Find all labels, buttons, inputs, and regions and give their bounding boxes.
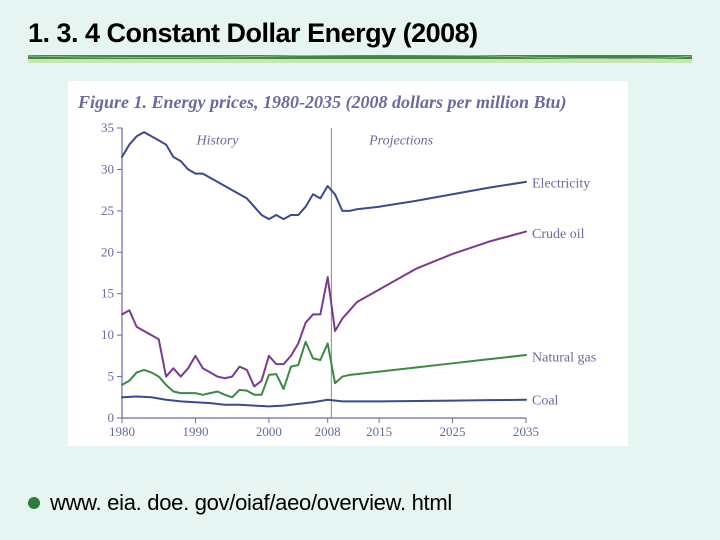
svg-text:1980: 1980 bbox=[109, 424, 135, 439]
svg-text:20: 20 bbox=[101, 244, 114, 259]
svg-text:10: 10 bbox=[101, 327, 114, 342]
svg-text:30: 30 bbox=[101, 161, 114, 176]
svg-text:Natural gas: Natural gas bbox=[532, 350, 596, 365]
svg-text:2015: 2015 bbox=[366, 424, 392, 439]
svg-text:2000: 2000 bbox=[256, 424, 282, 439]
slide: 1. 3. 4 Constant Dollar Energy (2008) Fi… bbox=[0, 0, 720, 540]
bullet-icon bbox=[28, 497, 40, 509]
title-underline bbox=[28, 55, 692, 65]
svg-text:35: 35 bbox=[101, 120, 114, 135]
svg-text:2025: 2025 bbox=[440, 424, 466, 439]
svg-text:0: 0 bbox=[108, 410, 115, 425]
svg-text:1990: 1990 bbox=[182, 424, 208, 439]
svg-text:Electricity: Electricity bbox=[532, 176, 590, 191]
svg-text:Coal: Coal bbox=[532, 393, 559, 408]
svg-text:5: 5 bbox=[108, 368, 115, 383]
footer: www. eia. doe. gov/oiaf/aeo/overview. ht… bbox=[28, 490, 452, 516]
svg-text:Projections: Projections bbox=[368, 133, 434, 148]
svg-text:2035: 2035 bbox=[513, 424, 539, 439]
footer-link-text: www. eia. doe. gov/oiaf/aeo/overview. ht… bbox=[50, 490, 452, 516]
svg-text:History: History bbox=[195, 133, 239, 148]
figure-panel: Figure 1. Energy prices, 1980-2035 (2008… bbox=[68, 81, 628, 446]
line-chart: 0510152025303519801990200020082015202520… bbox=[74, 120, 614, 440]
slide-title: 1. 3. 4 Constant Dollar Energy (2008) bbox=[28, 18, 692, 49]
svg-text:15: 15 bbox=[101, 285, 114, 300]
figure-caption: Figure 1. Energy prices, 1980-2035 (2008… bbox=[78, 91, 622, 114]
svg-text:Crude oil: Crude oil bbox=[532, 227, 585, 242]
svg-text:2008: 2008 bbox=[315, 424, 341, 439]
svg-text:25: 25 bbox=[101, 202, 114, 217]
